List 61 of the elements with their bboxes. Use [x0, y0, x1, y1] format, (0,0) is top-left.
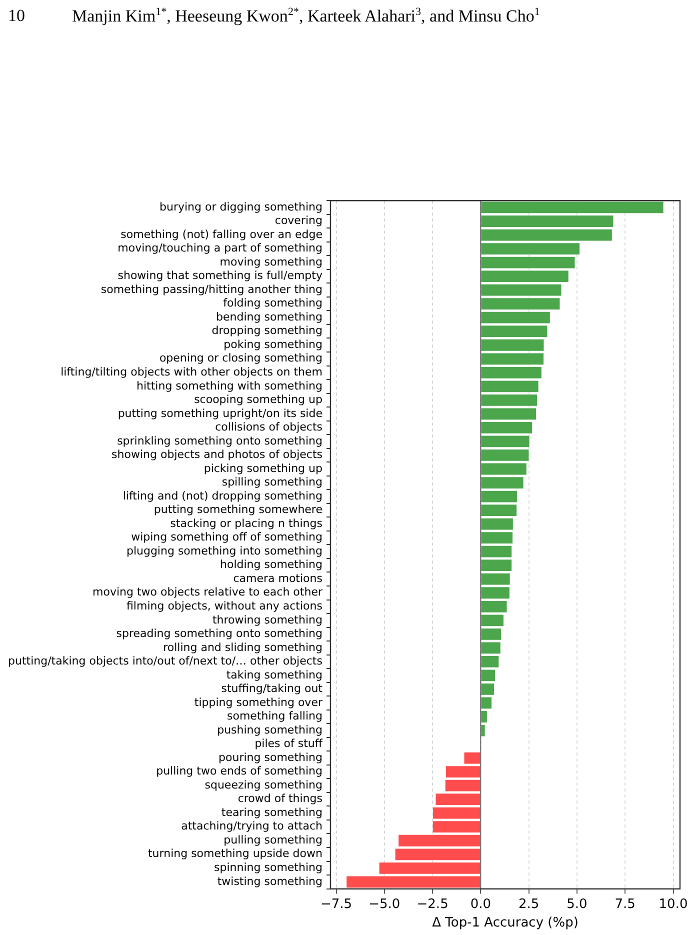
y-tick-label: showing that something is full/empty: [118, 269, 323, 282]
y-tick-label: twisting something: [217, 874, 322, 888]
y-tick-label: showing objects and photos of objects: [112, 448, 323, 462]
y-tick-label: lifting and (not) dropping something: [122, 489, 322, 502]
y-tick-label: scooping something up: [194, 393, 322, 406]
x-tick-label: −5.0: [368, 896, 400, 912]
y-tick-label: filming objects, without any actions: [126, 599, 323, 612]
y-tick-label: holding something: [220, 558, 322, 572]
y-tick-label: moving/touching a part of something: [118, 242, 322, 255]
y-tick-label: something passing/hitting another thing: [100, 282, 322, 296]
y-tick-label: throwing something: [212, 613, 322, 626]
y-tick-label: moving two objects relative to each other: [92, 586, 323, 599]
y-tick-label: plugging something into something: [126, 544, 322, 558]
y-tick-label: something (not) falling over an edge: [120, 228, 323, 241]
x-tick-label: −7.5: [320, 896, 352, 912]
y-tick-label: lifting/tilting objects with other objects on them: [60, 366, 322, 379]
text: Manjin Kim$^{1*}$, Heeseung Kwon$^{2*}$, Karteek Alahari$^{3}$, and Minsu Cho$^{1}$: [72, 6, 540, 27]
y-tick-label: spreading something onto something: [116, 627, 322, 640]
y-tick-label: something falling: [227, 710, 322, 723]
y-tick-label: covering: [274, 214, 322, 228]
y-tick-label: dropping something: [212, 324, 322, 338]
y-tick-label: squeezing something: [204, 778, 322, 792]
y-tick-label: putting/taking objects into/out of/next to/… other objects: [8, 654, 323, 668]
y-tick-label: rolling and sliding something: [163, 640, 322, 654]
x-axis-title: Δ Top-1 Accuracy (%p): [432, 916, 578, 931]
y-tick-label: pulling two ends of something: [156, 764, 322, 778]
y-tick-label: poking something: [224, 338, 322, 351]
y-tick-label: sprinkling something onto something: [117, 434, 322, 448]
y-tick-label: turning something upside down: [148, 847, 323, 860]
x-tick-label: 7.5: [614, 896, 636, 912]
x-tick-label: 10.0: [658, 896, 688, 912]
y-tick-label: stacking or placing n things: [170, 516, 323, 530]
y-tick-label: pouring something: [218, 750, 322, 764]
y-tick-label: tipping something over: [194, 696, 323, 709]
y-tick-label: spilling something: [222, 476, 322, 489]
y-tick-label: opening or closing something: [159, 352, 322, 365]
y-tick-label: folding something: [223, 296, 322, 310]
y-tick-label: crowd of things: [238, 792, 323, 806]
y-tick-label: tearing something: [221, 806, 322, 819]
x-tick-label: 5.0: [566, 896, 588, 912]
y-tick-label: spinning something: [214, 861, 322, 874]
y-tick-label: bending something: [216, 310, 322, 324]
y-tick-label: collisions of objects: [215, 420, 323, 434]
x-tick-label: −2.5: [416, 896, 448, 912]
y-tick-label: hitting something with something: [136, 379, 322, 392]
text: 10: [8, 6, 25, 26]
y-tick-label: piles of stuff: [254, 737, 323, 750]
y-tick-label: picking something up: [204, 462, 322, 475]
y-tick-label: burying or digging something: [159, 200, 322, 214]
y-tick-label: attaching/trying to attach: [181, 820, 323, 833]
y-tick-label: pushing something: [217, 723, 322, 736]
x-tick-label: 0.0: [470, 896, 492, 912]
y-tick-label: taking something: [226, 668, 322, 682]
y-tick-label: camera motions: [233, 572, 323, 585]
y-tick-label: stuffing/taking out: [221, 682, 324, 696]
y-tick-label: pulling something: [224, 833, 322, 846]
y-tick-label: wiping something off of something: [131, 530, 322, 544]
y-tick-label: putting something upright/on its side: [118, 406, 323, 420]
y-tick-label: moving something: [220, 255, 322, 268]
x-tick-label: 2.5: [518, 896, 540, 912]
y-tick-label: putting something somewhere: [154, 503, 323, 516]
